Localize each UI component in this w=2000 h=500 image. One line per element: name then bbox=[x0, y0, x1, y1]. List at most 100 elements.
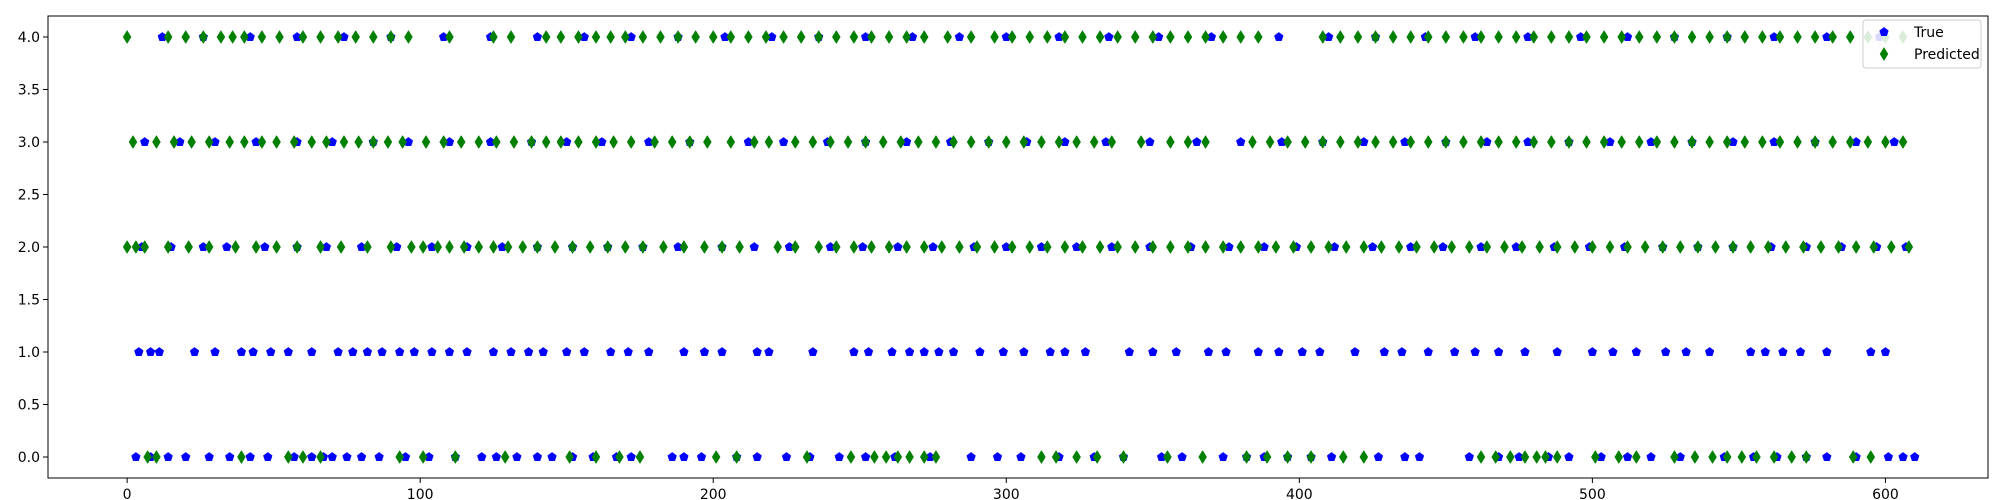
true-point bbox=[348, 347, 358, 356]
true-point bbox=[362, 347, 373, 356]
true-point bbox=[181, 452, 191, 461]
true-point bbox=[696, 452, 707, 461]
predicted-point bbox=[732, 450, 741, 464]
predicted-point bbox=[937, 240, 947, 254]
predicted-point bbox=[1377, 240, 1386, 254]
predicted-point bbox=[307, 135, 317, 149]
predicted-point bbox=[386, 30, 396, 44]
predicted-point bbox=[489, 30, 498, 44]
predicted-point bbox=[1183, 135, 1193, 149]
predicted-point bbox=[1494, 135, 1503, 149]
true-point bbox=[1379, 347, 1389, 356]
predicted-point bbox=[884, 30, 894, 44]
predicted-point bbox=[489, 240, 498, 254]
axes-frame bbox=[47, 15, 1989, 479]
true-point bbox=[752, 452, 762, 461]
legend-label-true: True bbox=[1913, 25, 1944, 41]
predicted-point bbox=[1025, 30, 1035, 44]
true-point bbox=[189, 347, 200, 356]
true-point bbox=[605, 347, 616, 356]
predicted-point bbox=[451, 450, 460, 464]
predicted-point bbox=[1752, 450, 1761, 464]
predicted-point bbox=[1708, 450, 1717, 464]
true-point bbox=[307, 452, 317, 461]
true-point bbox=[245, 452, 255, 461]
predicted-point bbox=[931, 450, 941, 464]
predicted-point bbox=[972, 240, 982, 254]
predicted-point bbox=[316, 240, 325, 254]
true-point bbox=[1795, 347, 1806, 356]
predicted-point bbox=[1793, 135, 1802, 149]
predicted-point bbox=[1506, 450, 1515, 464]
true-point bbox=[749, 242, 759, 251]
predicted-point bbox=[1218, 30, 1228, 44]
true-point bbox=[134, 347, 144, 356]
true-point bbox=[1587, 347, 1598, 356]
predicted-point bbox=[1136, 135, 1146, 149]
predicted-point bbox=[1690, 450, 1700, 464]
predicted-point bbox=[796, 30, 806, 44]
predicted-point bbox=[1793, 30, 1802, 44]
predicted-point bbox=[1491, 450, 1500, 464]
predicted-point bbox=[122, 30, 132, 44]
predicted-point bbox=[1740, 135, 1750, 149]
true-point bbox=[1400, 452, 1410, 461]
predicted-point bbox=[1242, 450, 1251, 464]
predicted-point bbox=[574, 135, 583, 149]
predicted-point bbox=[1072, 450, 1081, 464]
predicted-point bbox=[1148, 240, 1158, 254]
predicted-point bbox=[1676, 240, 1685, 254]
x-tick-label: 600 bbox=[1872, 487, 1899, 500]
predicted-point bbox=[1570, 240, 1580, 254]
data-points bbox=[122, 30, 1920, 464]
predicted-point bbox=[606, 30, 615, 44]
predicted-point bbox=[418, 450, 428, 464]
predicted-point bbox=[1248, 135, 1257, 149]
true-point bbox=[260, 242, 270, 251]
true-point bbox=[491, 452, 502, 461]
predicted-point bbox=[231, 240, 240, 254]
legend-marker-true bbox=[1879, 27, 1889, 36]
predicted-point bbox=[1851, 240, 1861, 254]
predicted-point bbox=[1371, 30, 1380, 44]
predicted-point bbox=[187, 135, 196, 149]
predicted-point bbox=[1898, 135, 1908, 149]
predicted-point bbox=[1845, 30, 1855, 44]
predicted-point bbox=[1828, 30, 1837, 44]
true-point bbox=[1760, 347, 1770, 356]
predicted-point bbox=[339, 135, 349, 149]
predicted-point bbox=[1652, 30, 1662, 44]
predicted-point bbox=[1447, 240, 1457, 254]
predicted-point bbox=[169, 135, 179, 149]
true-point bbox=[444, 347, 455, 356]
true-point bbox=[808, 347, 818, 356]
true-point bbox=[327, 452, 337, 461]
predicted-point bbox=[1007, 30, 1017, 44]
predicted-point bbox=[1183, 240, 1193, 254]
true-point bbox=[860, 452, 871, 461]
predicted-point bbox=[1218, 240, 1228, 254]
true-point bbox=[626, 452, 636, 461]
predicted-point bbox=[1520, 450, 1530, 464]
predicted-point bbox=[1541, 450, 1550, 464]
predicted-point bbox=[1353, 135, 1363, 149]
predicted-point bbox=[884, 240, 894, 254]
predicted-point bbox=[1799, 240, 1808, 254]
true-point bbox=[1373, 452, 1384, 461]
predicted-point bbox=[1163, 450, 1172, 464]
true-point bbox=[954, 32, 965, 41]
predicted-point bbox=[1547, 135, 1556, 149]
true-point bbox=[1631, 347, 1642, 356]
true-point bbox=[1171, 347, 1181, 356]
predicted-point bbox=[556, 135, 566, 149]
predicted-point bbox=[184, 240, 193, 254]
predicted-point bbox=[163, 240, 173, 254]
predicted-point bbox=[1283, 135, 1292, 149]
predicted-point bbox=[1306, 450, 1316, 464]
true-point bbox=[532, 32, 543, 41]
predicted-point bbox=[735, 240, 744, 254]
predicted-point bbox=[445, 240, 454, 254]
predicted-point bbox=[418, 240, 428, 254]
predicted-point bbox=[275, 30, 284, 44]
